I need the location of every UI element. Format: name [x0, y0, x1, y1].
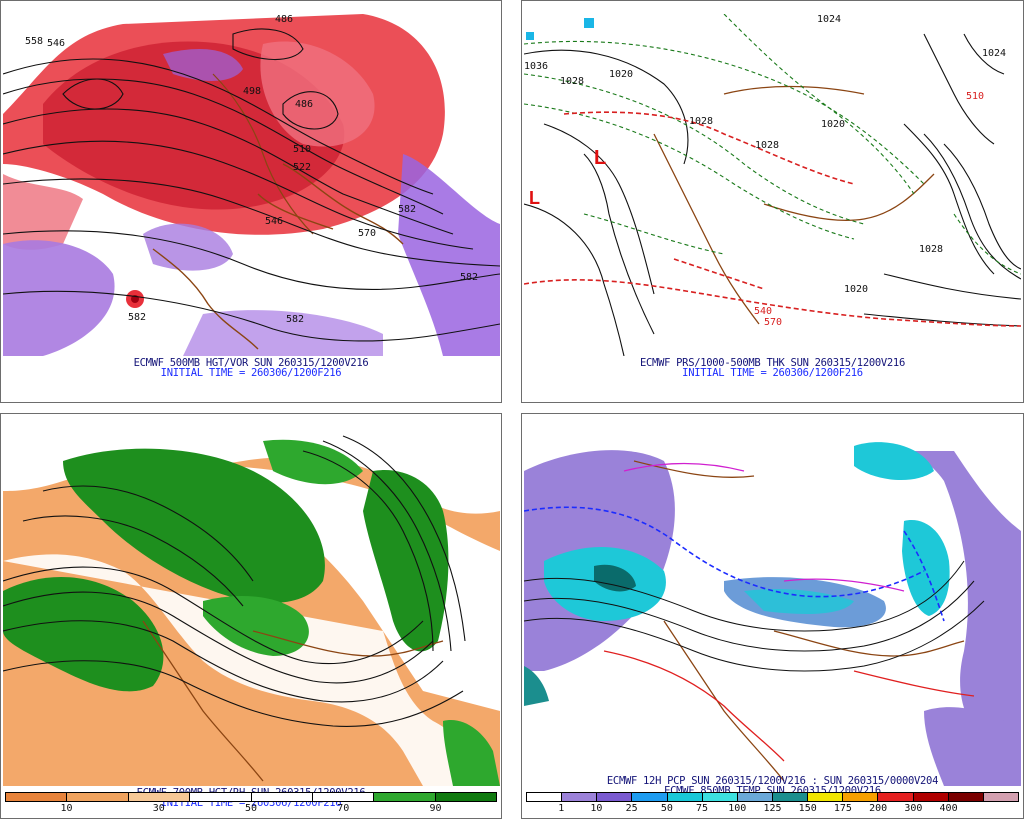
contour-label: 1028	[689, 116, 713, 127]
scale-tick-label: 70	[337, 803, 350, 814]
contour-label: 1028	[755, 140, 779, 151]
low-pressure-marker: L	[529, 188, 540, 208]
scale-swatch	[128, 793, 191, 801]
scale-tick-label: 150	[798, 803, 817, 814]
scale-tick-label: 25	[625, 803, 638, 814]
scale-tick-label: 50	[660, 803, 673, 814]
scale-swatch	[527, 793, 563, 801]
contour-label: 546	[47, 38, 65, 49]
scale-swatch	[913, 793, 949, 801]
thickness-label: 570	[764, 317, 782, 328]
map-500mb: 558 546 486 498 486 510 522 546 570 582 …	[3, 14, 500, 356]
rh-color-scale: 10 30 50 70 90	[5, 792, 497, 814]
initial-time: INITIAL TIME = 260306/1200F216	[682, 367, 863, 379]
wind-barb-marker	[526, 32, 534, 40]
map-precip-svg	[524, 431, 1021, 786]
rh-color-swatches	[5, 792, 497, 802]
panel-title: ECMWF 500MB HGT/VOR SUN 260315/1200V216	[133, 357, 369, 369]
contour-label: 582	[460, 272, 478, 283]
initial-time: INITIAL TIME = 260306/1200F216	[160, 367, 342, 379]
scale-tick-label: 90	[429, 803, 442, 814]
scale-swatch	[667, 793, 703, 801]
scale-swatch	[878, 793, 914, 801]
panel-title: ECMWF PRS/1000-500MB THK SUN 260315/1200…	[640, 357, 905, 369]
contour-label: 546	[265, 216, 283, 227]
contour-label: 498	[243, 86, 261, 97]
scale-tick-label: 1	[558, 803, 565, 814]
contour-label: 1024	[817, 14, 841, 25]
precip-scale-ticks: 1 10 25 50 75 100 125 150 175 200 300 400	[526, 803, 1019, 815]
contour-label: 582	[286, 314, 304, 325]
contour-label: 486	[295, 99, 313, 110]
contour-label: 570	[358, 228, 376, 239]
map-pressure-thickness: L L 1024 1036 1028 1020 1028 1020 1028 1…	[524, 14, 1021, 356]
scale-swatch	[374, 793, 436, 801]
scale-swatch	[597, 793, 633, 801]
low-pressure-marker: L	[594, 147, 606, 169]
map-pressure-thickness-svg: L L 1024 1036 1028 1020 1028 1020 1028 1…	[524, 14, 1021, 356]
scale-swatch	[190, 793, 252, 801]
scale-tick-label: 125	[763, 803, 782, 814]
contour-label: 486	[275, 14, 293, 25]
rh-scale-ticks: 10 30 50 70 90	[5, 803, 497, 815]
contour-label: 582	[398, 204, 416, 215]
panel-700mb-height-rh: ECMWF 700MB HGT/RH SUN 260315/1200V216 I…	[0, 413, 502, 819]
contour-label: 1024	[982, 48, 1006, 59]
thickness-label: 540	[754, 306, 772, 317]
map-700mb	[3, 431, 500, 786]
scale-swatch	[808, 793, 844, 801]
scale-tick-label: 10	[590, 803, 603, 814]
contour-label: 510	[293, 144, 311, 155]
scale-tick-label: 100	[728, 803, 747, 814]
contour-label: 582	[128, 312, 146, 323]
contour-label: 1020	[844, 284, 868, 295]
contour-label: 1036	[524, 61, 548, 72]
scale-swatch	[435, 793, 496, 801]
panel-pressure-thickness: L L 1024 1036 1028 1020 1028 1020 1028 1…	[521, 0, 1024, 403]
scale-tick-label: 400	[939, 803, 958, 814]
scale-swatch	[632, 793, 668, 801]
scale-tick-label: 50	[244, 803, 258, 814]
precip-color-scale: 1 10 25 50 75 100 125 150 175 200 300 400	[526, 792, 1019, 814]
scale-swatch	[772, 793, 809, 801]
scale-swatch	[562, 793, 598, 801]
wind-barb-marker	[584, 18, 594, 28]
scale-tick-label: 30	[152, 803, 165, 814]
contour-label: 1028	[919, 244, 943, 255]
map-precip	[524, 431, 1021, 786]
scale-tick-label: 300	[904, 803, 923, 814]
precip-color-swatches	[526, 792, 1019, 802]
scale-swatch	[737, 793, 773, 801]
scale-tick-label: 10	[60, 803, 73, 814]
scale-tick-label: 175	[833, 803, 852, 814]
thickness-label: 510	[966, 91, 984, 102]
contour-label: 1028	[560, 76, 584, 87]
panel-500mb-height-vorticity: 558 546 486 498 486 510 522 546 570 582 …	[0, 0, 502, 403]
contour-label: 1020	[821, 119, 845, 130]
scale-swatch	[251, 793, 313, 801]
scale-swatch	[948, 793, 984, 801]
map-500mb-svg: 558 546 486 498 486 510 522 546 570 582 …	[3, 14, 500, 356]
scale-tick-label: 200	[869, 803, 888, 814]
panel-title: ECMWF 12H PCP SUN 260315/1200V216 : SUN …	[606, 775, 939, 787]
contour-label: 1020	[609, 69, 633, 80]
panel-precip-850mb-temp: ECMWF 12H PCP SUN 260315/1200V216 : SUN …	[521, 413, 1024, 819]
scale-swatch	[983, 793, 1018, 801]
scale-swatch	[312, 793, 375, 801]
scale-tick-label: 75	[696, 803, 709, 814]
contour-label: 522	[293, 162, 311, 173]
scale-swatch	[702, 793, 738, 801]
map-700mb-svg	[3, 431, 500, 786]
scale-swatch	[6, 793, 68, 801]
contour-label: 558	[25, 36, 43, 47]
scale-swatch	[67, 793, 129, 801]
scale-swatch	[843, 793, 879, 801]
